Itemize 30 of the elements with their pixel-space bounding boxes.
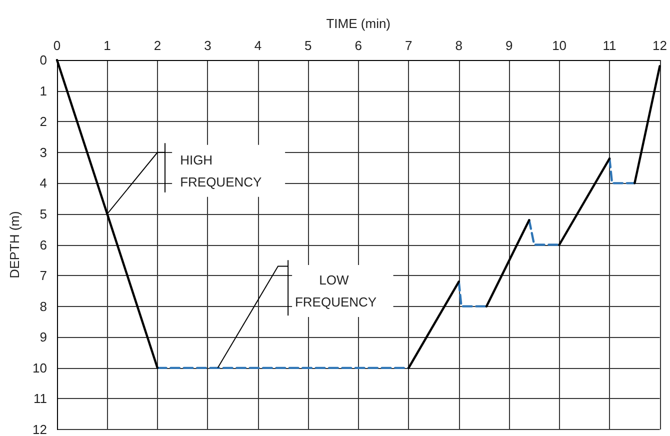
x-tick-label: 5: [304, 38, 312, 53]
x-tick-label: 7: [405, 38, 412, 53]
x-tick-label: 3: [204, 38, 212, 53]
x-tick-label: 0: [53, 38, 61, 53]
y-axis-title: DEPTH (m): [7, 211, 22, 278]
y-tick-label: 11: [34, 391, 47, 406]
y-tick-label: 7: [40, 268, 47, 284]
annotation: HIGH FREQUENCY: [180, 152, 262, 190]
x-tick-label: 8: [455, 38, 462, 53]
y-tick-label: 1: [40, 83, 47, 98]
x-tick-label: 4: [254, 38, 262, 53]
y-tick-label: 4: [40, 176, 47, 191]
x-tick-label: 12: [652, 38, 668, 53]
annotation: LOW FREQUENCY: [294, 272, 377, 310]
x-tick-label: 11: [602, 38, 616, 53]
y-tick-label: 10: [32, 360, 47, 376]
y-tick-label: 2: [40, 114, 47, 130]
x-axis-title: TIME (min): [326, 16, 391, 31]
y-tick-label: 3: [40, 144, 47, 160]
y-tick-label: 8: [40, 298, 47, 314]
y-tick-label: 12: [32, 422, 47, 436]
y-tick-label: 9: [40, 330, 47, 345]
x-tick-label: 2: [154, 38, 162, 53]
x-tick-label: 6: [354, 38, 362, 53]
x-tick-label: 1: [104, 38, 111, 53]
y-tick-label: 6: [40, 237, 47, 252]
x-tick-label: 9: [505, 38, 513, 53]
x-tick-label: 10: [552, 38, 567, 53]
y-tick-label: 5: [40, 206, 47, 222]
y-tick-label: 0: [40, 52, 47, 68]
